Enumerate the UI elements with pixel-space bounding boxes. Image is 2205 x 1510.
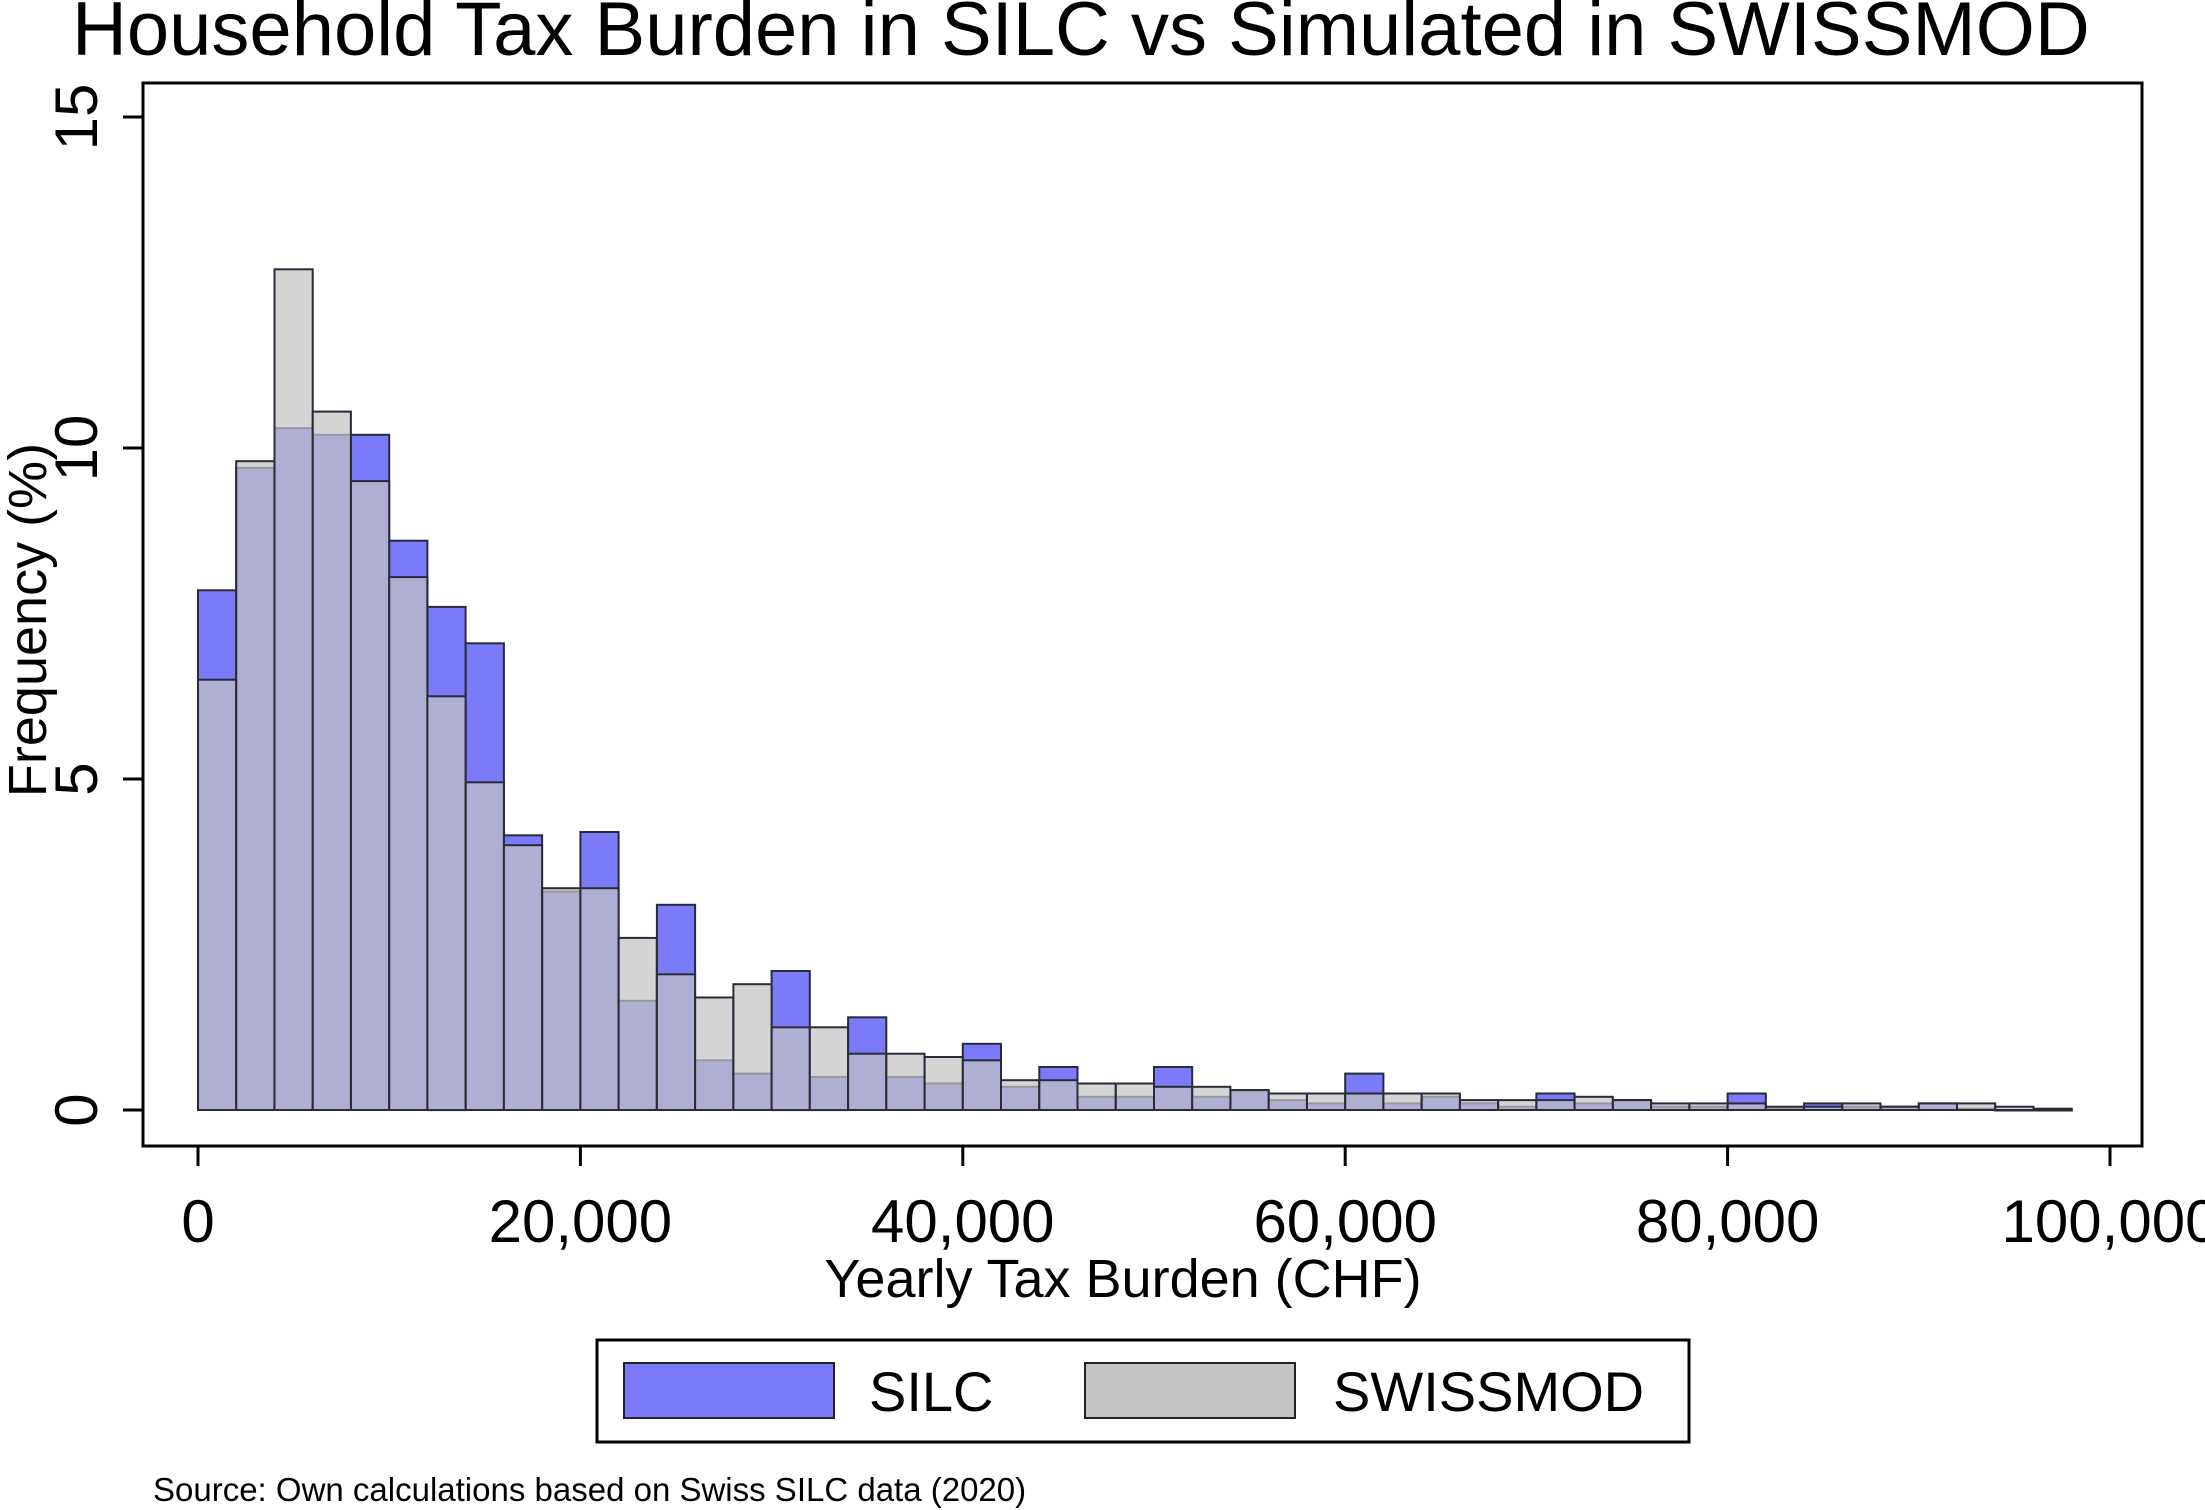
swissmod-bar — [1726, 1102, 1767, 1112]
swissmod-bar — [273, 268, 314, 1111]
swissmod-bar — [1153, 1085, 1194, 1112]
legend-label-silc: SILC — [869, 1360, 994, 1423]
y-tick-label: 15 — [43, 84, 110, 151]
swissmod-bar — [1114, 1082, 1156, 1111]
swissmod-bar — [1382, 1092, 1423, 1111]
swissmod-bar — [1458, 1099, 1500, 1111]
swissmod-bar — [1344, 1092, 1385, 1111]
swissmod-bar — [617, 936, 658, 1112]
x-axis-ticks: 0 20,000 40,000 60,000 80,000 100,000 — [181, 1146, 2205, 1255]
x-tick-label: 100,000 — [2002, 1188, 2205, 1255]
x-axis-title: Yearly Tax Burden (CHF) — [824, 1249, 1421, 1309]
swissmod-bar — [1764, 1105, 1806, 1111]
swissmod-bar — [1573, 1095, 1614, 1112]
swissmod-bar — [1841, 1102, 1882, 1112]
swissmod-bar — [885, 1052, 926, 1111]
swissmod-bar — [1803, 1105, 1844, 1111]
swissmod-bar — [923, 1056, 964, 1111]
swissmod-bar — [1535, 1099, 1576, 1111]
x-tick-label: 40,000 — [871, 1188, 1055, 1255]
y-axis-title: Frequency (%) — [0, 443, 58, 797]
swissmod-bar — [235, 460, 276, 1111]
swissmod-bar — [655, 973, 697, 1111]
swissmod-bar — [1611, 1099, 1653, 1111]
y-tick-label: 5 — [43, 762, 110, 795]
chart-title: Household Tax Burden in SILC vs Simulate… — [72, 0, 2090, 72]
swissmod-bar — [464, 781, 505, 1111]
swissmod-bar — [847, 1052, 888, 1111]
swissmod-bar — [1917, 1102, 1959, 1112]
swissmod-bar — [388, 576, 429, 1111]
swissmod-bar — [1956, 1102, 1997, 1112]
x-tick-label: 20,000 — [489, 1188, 673, 1255]
swissmod-bar — [579, 887, 620, 1112]
swissmod-bar — [1879, 1105, 1920, 1111]
swissmod-bars — [197, 268, 2073, 1112]
swissmod-bar — [1994, 1105, 2035, 1111]
swissmod-bar — [541, 887, 582, 1112]
swissmod-bar — [770, 1026, 811, 1112]
swissmod-bar — [1650, 1102, 1691, 1112]
swissmod-bar — [311, 410, 352, 1112]
source-note: Source: Own calculations based on Swiss … — [153, 1471, 1026, 1508]
swissmod-bar — [1229, 1089, 1270, 1111]
x-tick-label: 80,000 — [1636, 1188, 1820, 1255]
swissmod-bar — [732, 983, 773, 1112]
swissmod-bar — [2032, 1107, 2073, 1111]
x-tick-label: 0 — [181, 1188, 214, 1255]
swissmod-bar — [1191, 1085, 1232, 1112]
y-tick-label: 10 — [43, 415, 110, 482]
legend-swatch-swissmod — [1084, 1362, 1296, 1419]
legend-swatch-silc — [623, 1362, 835, 1419]
legend-label-swissmod: SWISSMOD — [1333, 1360, 1644, 1423]
swissmod-bar — [961, 1059, 1002, 1112]
swissmod-bar — [350, 480, 391, 1112]
y-axis-ticks: 0 5 10 15 — [43, 84, 143, 1127]
swissmod-bar — [502, 844, 544, 1111]
swissmod-bar — [1420, 1092, 1461, 1111]
swissmod-bar — [694, 996, 735, 1111]
x-tick-label: 60,000 — [1253, 1188, 1437, 1255]
swissmod-bar — [1038, 1079, 1079, 1111]
swissmod-bar — [1688, 1102, 1729, 1112]
swissmod-bar — [1076, 1082, 1117, 1111]
swissmod-bar — [1000, 1079, 1041, 1111]
y-tick-label: 0 — [43, 1093, 110, 1126]
swissmod-bar — [1306, 1092, 1347, 1111]
swissmod-bar — [808, 1026, 849, 1112]
swissmod-bar — [197, 678, 238, 1111]
swissmod-bar — [1267, 1092, 1308, 1111]
swissmod-bar — [1497, 1099, 1538, 1111]
swissmod-bar — [426, 695, 467, 1112]
